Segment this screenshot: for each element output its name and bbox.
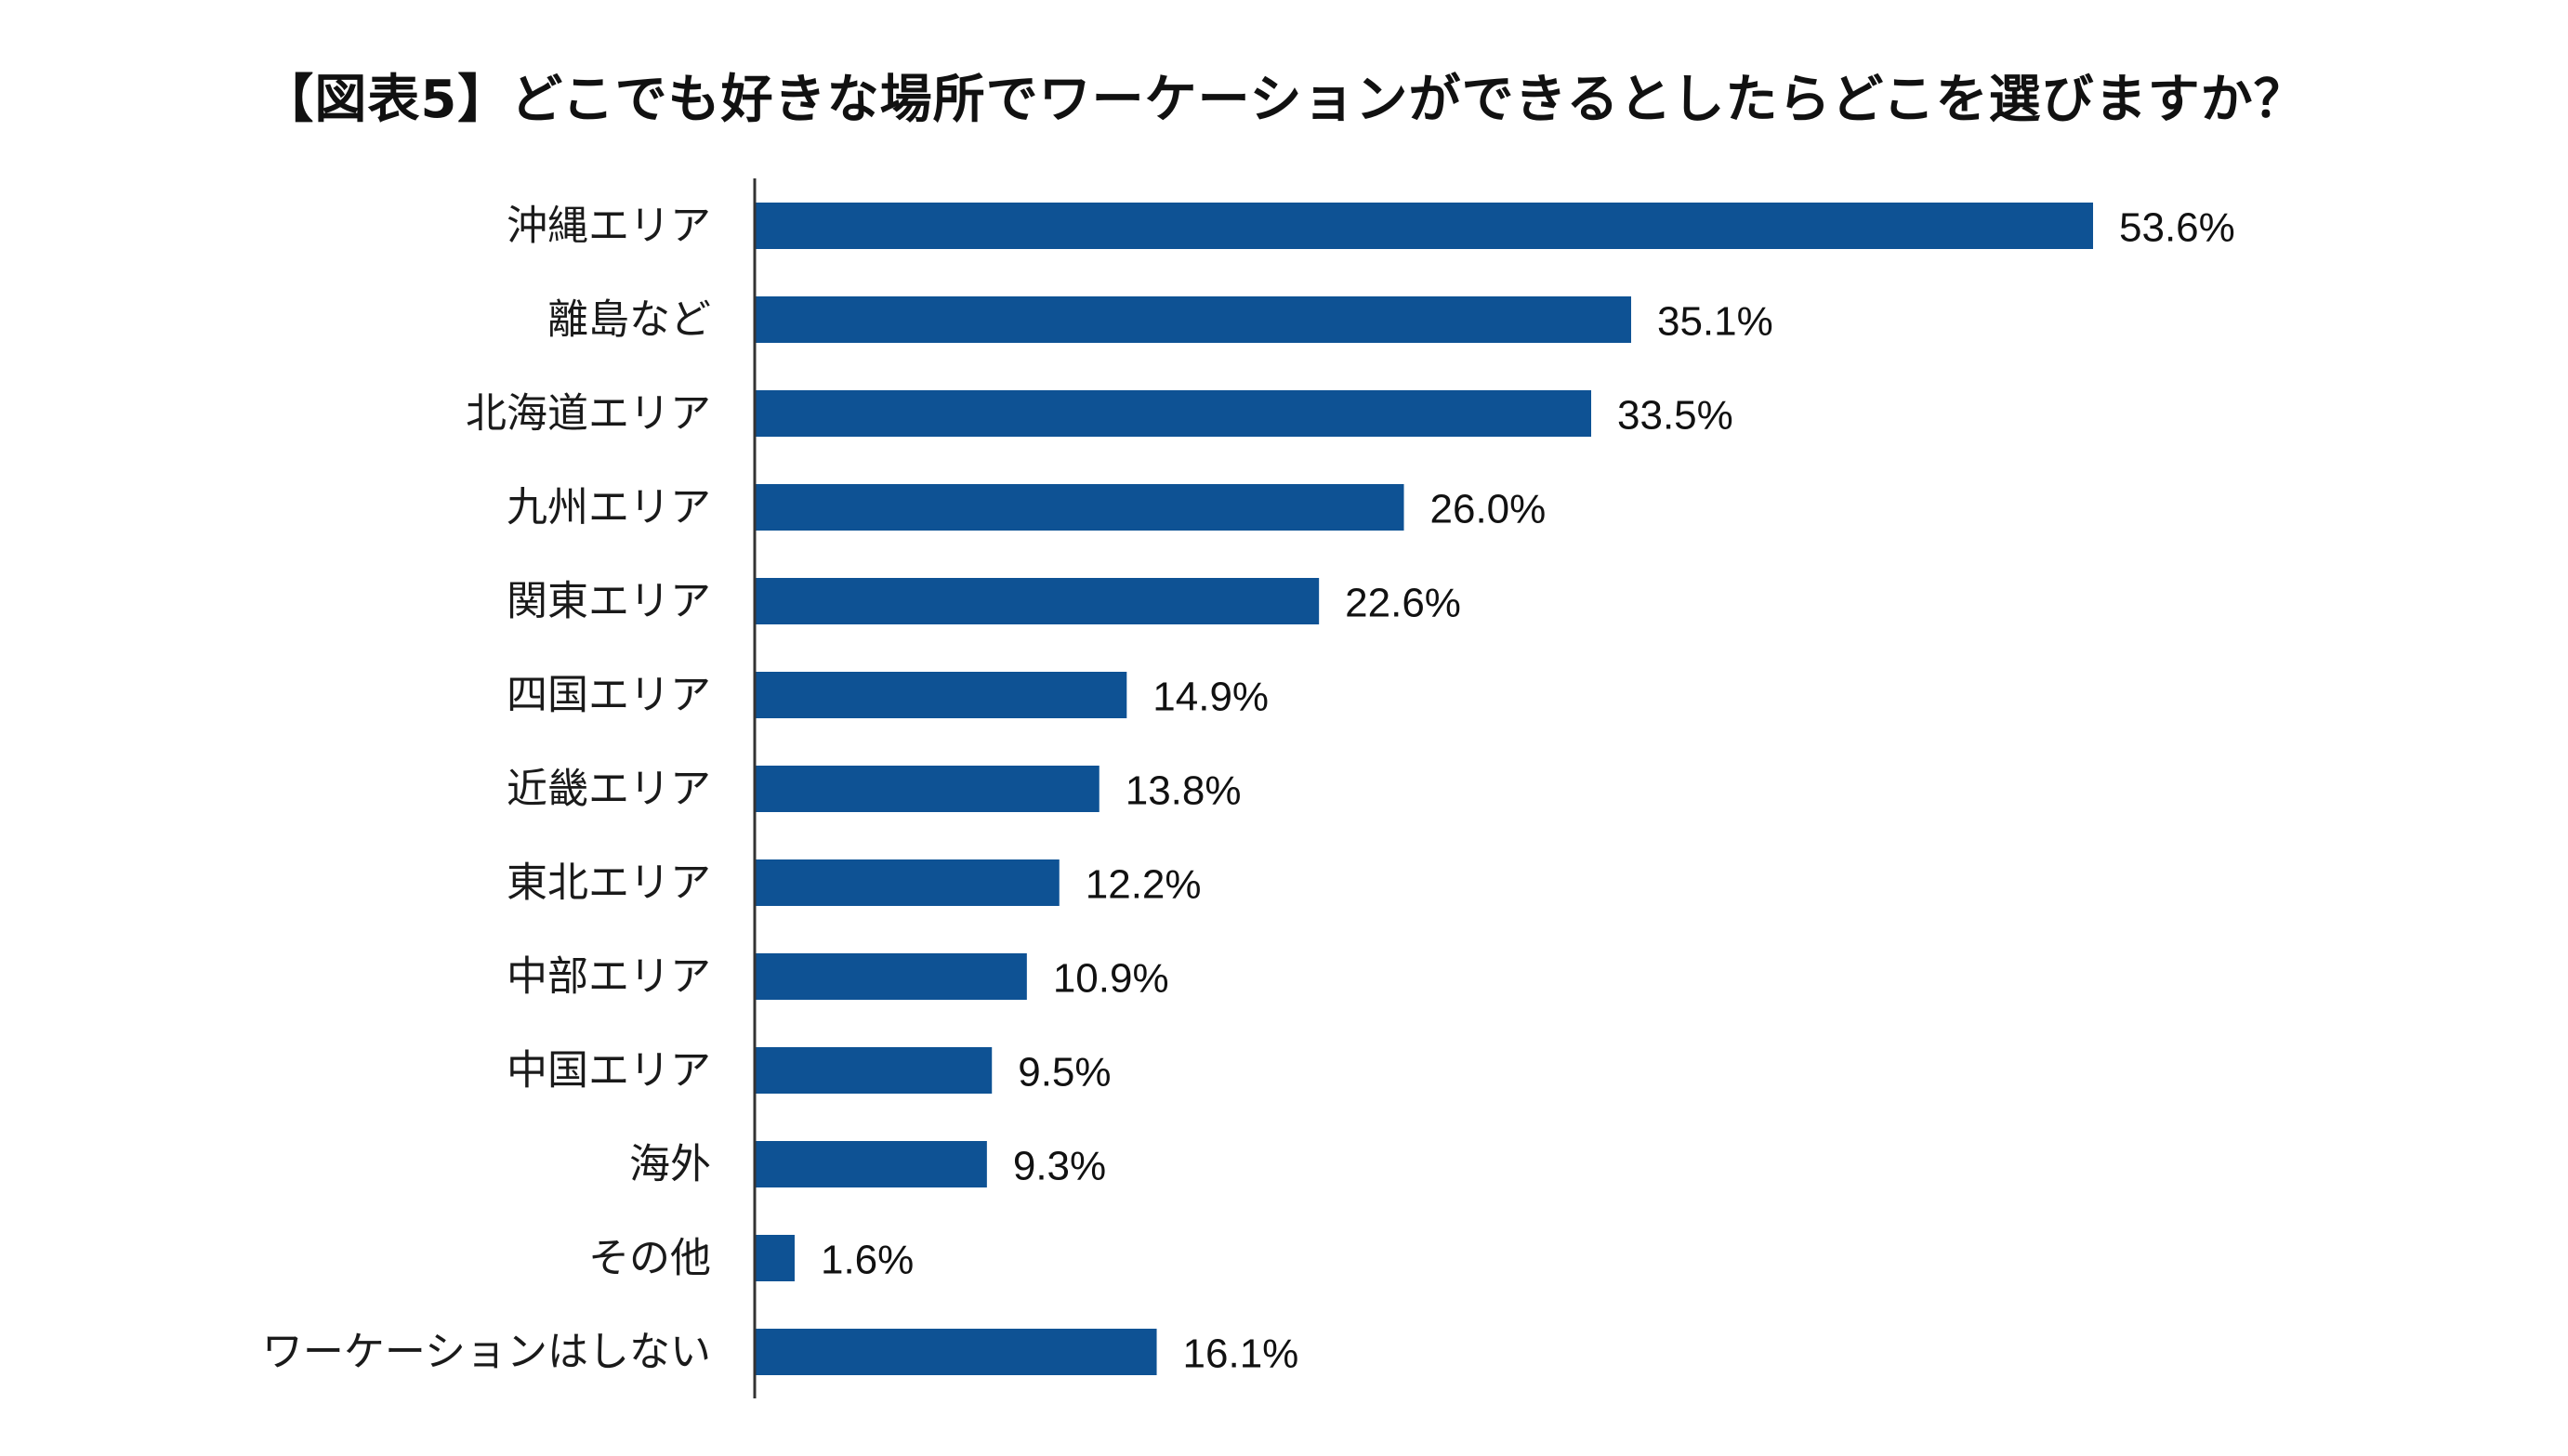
value-label: 14.9%: [1152, 675, 1269, 720]
category-label: その他: [588, 1235, 711, 1282]
category-label: 四国エリア: [507, 672, 711, 719]
value-label: 9.3%: [1013, 1144, 1106, 1189]
category-label: 東北エリア: [507, 859, 711, 907]
category-label: 関東エリア: [507, 578, 711, 625]
value-label: 16.1%: [1183, 1331, 1299, 1377]
bar-12: [755, 1235, 795, 1281]
bar-4: [755, 484, 1404, 531]
value-label: 9.5%: [1018, 1050, 1111, 1095]
value-label: 10.9%: [1053, 956, 1169, 1002]
value-label: 22.6%: [1345, 581, 1461, 626]
bar-11: [755, 1141, 987, 1187]
value-label: 26.0%: [1430, 487, 1547, 532]
value-label: 53.6%: [2119, 205, 2235, 251]
category-label: 海外: [629, 1141, 711, 1188]
labels-layer: 沖縄エリア 53.6% 離島など 35.1% 北海道エリア 33.5% 九州エリア 26.0%…: [262, 203, 2235, 1377]
category-label: ワーケーションはしない: [262, 1329, 711, 1376]
bar-3: [755, 390, 1591, 437]
value-label: 35.1%: [1657, 299, 1773, 345]
category-label: 北海道エリア: [466, 390, 711, 438]
bar-13: [755, 1329, 1157, 1375]
category-label: 中部エリア: [507, 953, 711, 1001]
category-label: 離島など: [547, 296, 711, 344]
bar-10: [755, 1047, 993, 1094]
bar-9: [755, 953, 1027, 1000]
bar-1: [755, 203, 2093, 249]
value-label: 33.5%: [1617, 393, 1733, 439]
bar-7: [755, 766, 1100, 812]
category-label: 中国エリア: [507, 1047, 711, 1095]
bar-5: [755, 578, 1320, 624]
value-label: 1.6%: [821, 1238, 914, 1283]
chart-title: 【図表5】どこでも好きな場所でワーケーションができるとしたらどこを選びますか？: [261, 70, 2307, 130]
value-label: 13.8%: [1126, 768, 1242, 814]
bars-layer: [755, 203, 2093, 1375]
bar-6: [755, 672, 1127, 718]
category-label: 九州エリア: [507, 484, 711, 531]
bar-8: [755, 859, 1060, 906]
category-label: 近畿エリア: [507, 766, 711, 813]
value-label: 12.2%: [1086, 862, 1202, 908]
bar-2: [755, 296, 1631, 343]
category-label: 沖縄エリア: [507, 203, 711, 250]
